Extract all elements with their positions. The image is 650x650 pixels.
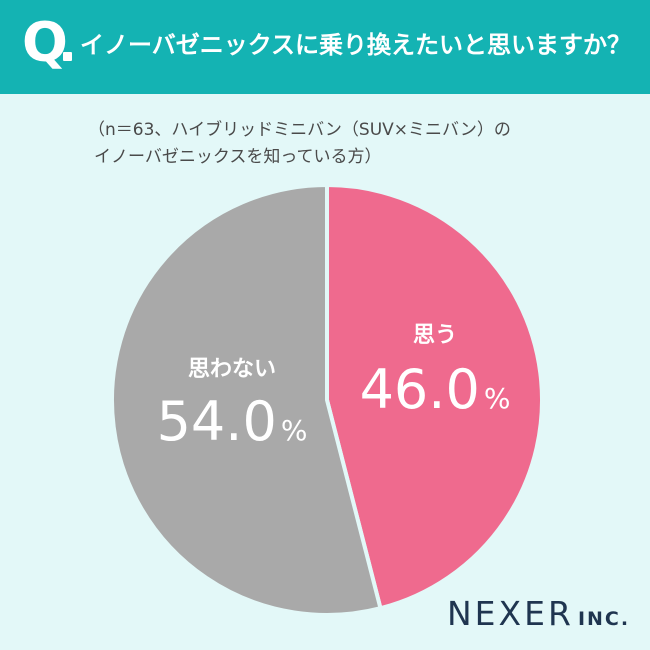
question-title: イノーバゼニックスに乗り換えたいと思いますか？ (80, 31, 632, 59)
pie-label-value: 54.0% (157, 390, 308, 453)
survey-subtitle: （n＝63、ハイブリッドミニバン（SUV×ミニバン）の イノーバゼニックスを知っ… (88, 117, 511, 171)
pie-labels: 思う 46.0 % 思わない 54.0% (157, 323, 511, 453)
pie-label-category: 思わない (188, 357, 276, 382)
logo-main: NEXER (447, 594, 574, 633)
logo-suffix: INC. (577, 608, 631, 630)
question-header: Q イノーバゼニックスに乗り換えたいと思いますか？ (0, 0, 650, 94)
pie-slice-no (110, 183, 383, 617)
pie-label-category: 思う (413, 323, 457, 348)
pie-slice-yes (325, 183, 544, 611)
q-mark: Q (22, 11, 68, 74)
nexer-logo: NEXER INC. (447, 594, 630, 639)
pie-label-value: 46.0% (360, 358, 511, 421)
pie-slices (110, 183, 544, 617)
subtitle-line-1: （n＝63、ハイブリッドミニバン（SUV×ミニバン）の (88, 120, 511, 140)
q-dot (63, 52, 72, 61)
subtitle-line-2: イノーバゼニックスを知っている方） (94, 147, 382, 167)
